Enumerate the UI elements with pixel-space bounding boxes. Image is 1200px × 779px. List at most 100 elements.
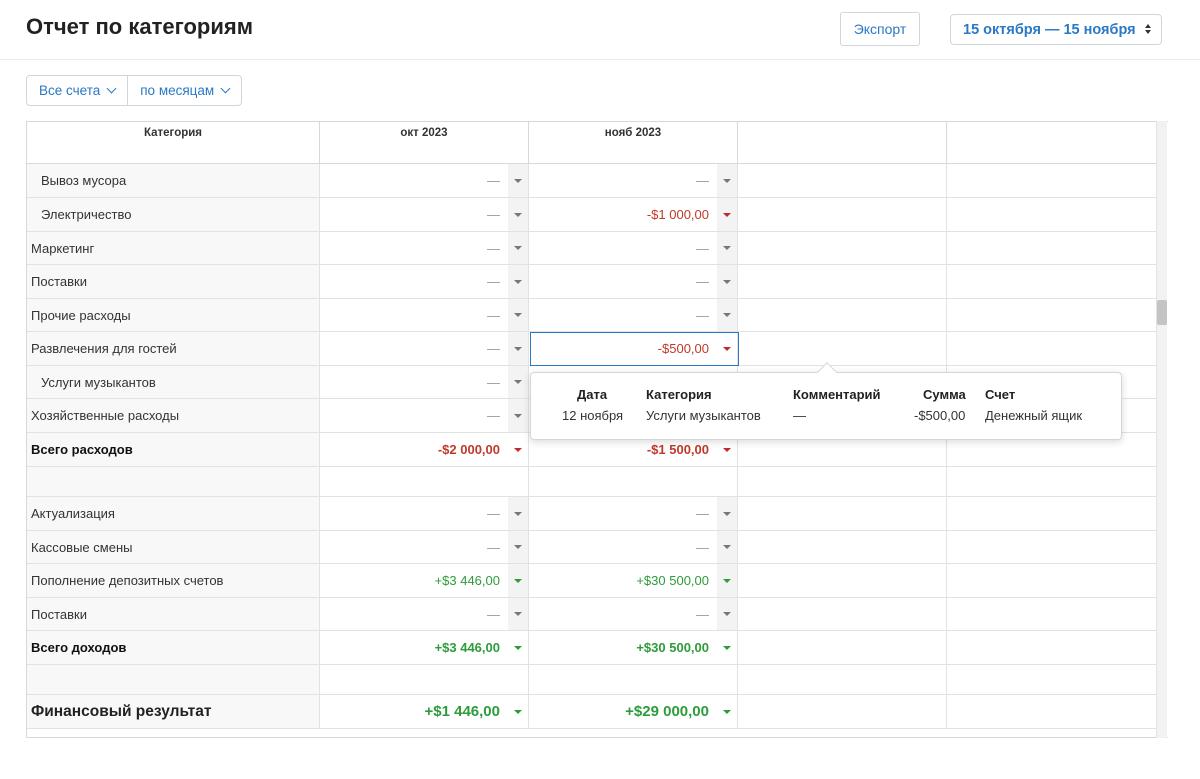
up-down-arrows-icon bbox=[1145, 23, 1151, 37]
expand-button[interactable] bbox=[508, 531, 528, 563]
value-cell-oct[interactable]: — bbox=[320, 299, 529, 331]
value-cell-nov[interactable]: — bbox=[529, 164, 738, 197]
expand-button[interactable] bbox=[508, 497, 528, 530]
value-cell-nov[interactable]: +$30 500,00 bbox=[529, 631, 738, 664]
value-cell-nov[interactable]: +$30 500,00 bbox=[529, 564, 738, 597]
value-cell-oct[interactable]: — bbox=[320, 531, 529, 563]
value-cell-oct[interactable]: +$1 446,00 bbox=[320, 695, 529, 728]
caret-down-icon bbox=[514, 612, 522, 616]
empty-cell bbox=[947, 631, 1156, 664]
value-cell-nov[interactable]: — bbox=[529, 299, 738, 331]
value-oct: — bbox=[487, 374, 500, 390]
value-nov: — bbox=[696, 274, 709, 289]
value-cell-nov[interactable]: — bbox=[529, 497, 738, 530]
value-cell-oct[interactable]: — bbox=[320, 598, 529, 630]
expand-button[interactable] bbox=[508, 366, 528, 398]
expand-button[interactable] bbox=[717, 198, 737, 231]
caret-down-icon bbox=[514, 346, 522, 351]
value-cell-nov[interactable]: -$1 000,00 bbox=[529, 198, 738, 231]
value-cell-oct[interactable]: — bbox=[320, 366, 529, 398]
value-cell-nov[interactable]: +$29 000,00 bbox=[529, 695, 738, 728]
value-oct: — bbox=[487, 408, 500, 423]
popover-header-category: Категория bbox=[646, 387, 712, 402]
expand-button[interactable] bbox=[508, 631, 528, 664]
expand-button[interactable] bbox=[508, 399, 528, 432]
value-cell-oct[interactable]: — bbox=[320, 265, 529, 298]
empty-cell bbox=[738, 433, 947, 466]
caret-down-icon bbox=[514, 246, 522, 250]
expand-button[interactable] bbox=[508, 265, 528, 298]
report-table: Категория окт 2023 нояб 2023 Вывоз мусор… bbox=[26, 121, 1168, 738]
caret-down-icon bbox=[723, 212, 731, 217]
empty-cell bbox=[947, 564, 1156, 597]
expand-button[interactable] bbox=[508, 598, 528, 630]
expand-button[interactable] bbox=[717, 531, 737, 563]
caret-down-icon bbox=[723, 246, 731, 250]
value-cell-nov[interactable]: — bbox=[529, 531, 738, 563]
value-cell-oct[interactable]: — bbox=[320, 164, 529, 197]
accounts-filter-dropdown[interactable]: Все счета bbox=[27, 76, 127, 105]
expand-button[interactable] bbox=[717, 631, 737, 664]
date-range-selector[interactable]: 15 октября — 15 ноября bbox=[950, 14, 1162, 45]
expand-button[interactable] bbox=[717, 497, 737, 530]
value-nov: -$500,00 bbox=[657, 341, 709, 356]
empty-cell bbox=[738, 198, 947, 231]
expand-button[interactable] bbox=[717, 232, 737, 264]
expand-button[interactable] bbox=[717, 695, 737, 728]
period-filter-dropdown[interactable]: по месяцам bbox=[127, 76, 241, 105]
value-cell-nov-selected[interactable]: -$500,00 bbox=[529, 332, 738, 365]
caret-down-icon bbox=[723, 447, 731, 452]
empty-cell bbox=[947, 467, 1156, 496]
empty-cell bbox=[738, 631, 947, 664]
caret-down-icon bbox=[723, 346, 731, 351]
vertical-scrollbar[interactable] bbox=[1156, 121, 1167, 738]
export-button[interactable]: Экспорт bbox=[840, 12, 920, 46]
expand-button[interactable] bbox=[508, 299, 528, 331]
expand-button[interactable] bbox=[508, 198, 528, 231]
empty-cell bbox=[947, 695, 1156, 728]
expand-button[interactable] bbox=[717, 433, 737, 466]
expand-button[interactable] bbox=[717, 299, 737, 331]
expand-button[interactable] bbox=[508, 164, 528, 197]
value-cell-oct[interactable]: — bbox=[320, 332, 529, 365]
empty-cell bbox=[738, 332, 947, 365]
value-cell-nov[interactable]: — bbox=[529, 232, 738, 264]
value-oct: — bbox=[487, 341, 500, 356]
caret-down-icon bbox=[514, 709, 522, 714]
value-nov: — bbox=[696, 307, 709, 323]
financial-result-row: Финансовый результат +$1 446,00 +$29 000… bbox=[27, 695, 1156, 729]
empty-cell bbox=[320, 467, 529, 496]
value-oct: — bbox=[487, 307, 500, 323]
expand-button[interactable] bbox=[717, 598, 737, 630]
table-row: Электричество — -$1 000,00 bbox=[27, 198, 1156, 232]
value-cell-oct[interactable]: +$3 446,00 bbox=[320, 631, 529, 664]
category-cell: Прочие расходы bbox=[27, 299, 320, 331]
value-cell-nov[interactable]: -$1 500,00 bbox=[529, 433, 738, 466]
value-cell-oct[interactable]: -$2 000,00 bbox=[320, 433, 529, 466]
value-cell-oct[interactable]: — bbox=[320, 198, 529, 231]
value-cell-oct[interactable]: — bbox=[320, 399, 529, 432]
value-cell-oct[interactable]: — bbox=[320, 232, 529, 264]
value-cell-oct[interactable]: — bbox=[320, 497, 529, 530]
transaction-details-popover: Дата Категория Комментарий Сумма Счет 12… bbox=[530, 362, 1122, 440]
value-nov: — bbox=[696, 240, 709, 256]
value-cell-oct[interactable]: +$3 446,00 bbox=[320, 564, 529, 597]
expand-button[interactable] bbox=[508, 564, 528, 597]
expand-button[interactable] bbox=[508, 695, 528, 728]
empty-cell bbox=[738, 497, 947, 530]
empty-cell bbox=[947, 332, 1156, 365]
expand-button[interactable] bbox=[717, 332, 737, 365]
value-cell-nov[interactable]: — bbox=[529, 265, 738, 298]
expand-button[interactable] bbox=[508, 433, 528, 466]
caret-down-icon bbox=[723, 178, 731, 183]
expand-button[interactable] bbox=[508, 232, 528, 264]
scrollbar-thumb[interactable] bbox=[1157, 300, 1167, 325]
expand-button[interactable] bbox=[508, 332, 528, 365]
table-row: Развлечения для гостей — -$500,00 bbox=[27, 332, 1156, 366]
expand-button[interactable] bbox=[717, 564, 737, 597]
expand-button[interactable] bbox=[717, 265, 737, 298]
value-cell-nov[interactable]: — bbox=[529, 598, 738, 630]
value-nov: -$1 500,00 bbox=[646, 442, 709, 457]
empty-cell bbox=[738, 598, 947, 630]
expand-button[interactable] bbox=[717, 164, 737, 197]
